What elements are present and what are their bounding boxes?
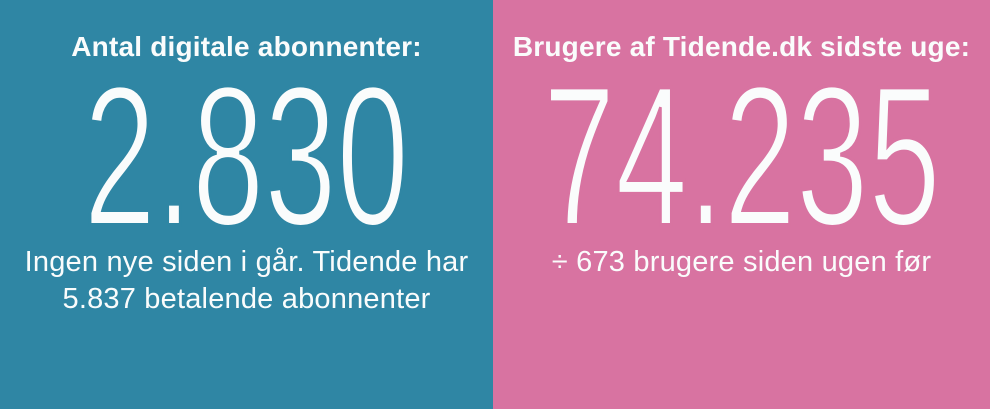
subtitle-line: ÷ 673 brugere siden ugen før [551, 246, 932, 278]
panel-digital-subscribers: Antal digitale abonnenter: 2.830 Ingen n… [0, 0, 494, 409]
digital-subscribers-subtitle: Ingen nye siden i går. Tidende har 5.837… [25, 244, 469, 318]
panel-weekly-users: Brugere af Tidende.dk sidste uge: 74.235… [493, 0, 990, 409]
weekly-users-value: 74.235 [541, 45, 941, 268]
weekly-users-subtitle: ÷ 673 brugere siden ugen før [552, 244, 931, 281]
weekly-users-title: Brugere af Tidende.dk sidste uge: [512, 31, 971, 62]
digital-subscribers-value: 2.830 [83, 45, 411, 268]
digital-subscribers-title: Antal digitale abonnenter: [71, 31, 422, 62]
subtitle-line: Ingen nye siden i går. Tidende har [24, 246, 469, 278]
subtitle-line: 5.837 betalende abonnenter [62, 283, 431, 315]
